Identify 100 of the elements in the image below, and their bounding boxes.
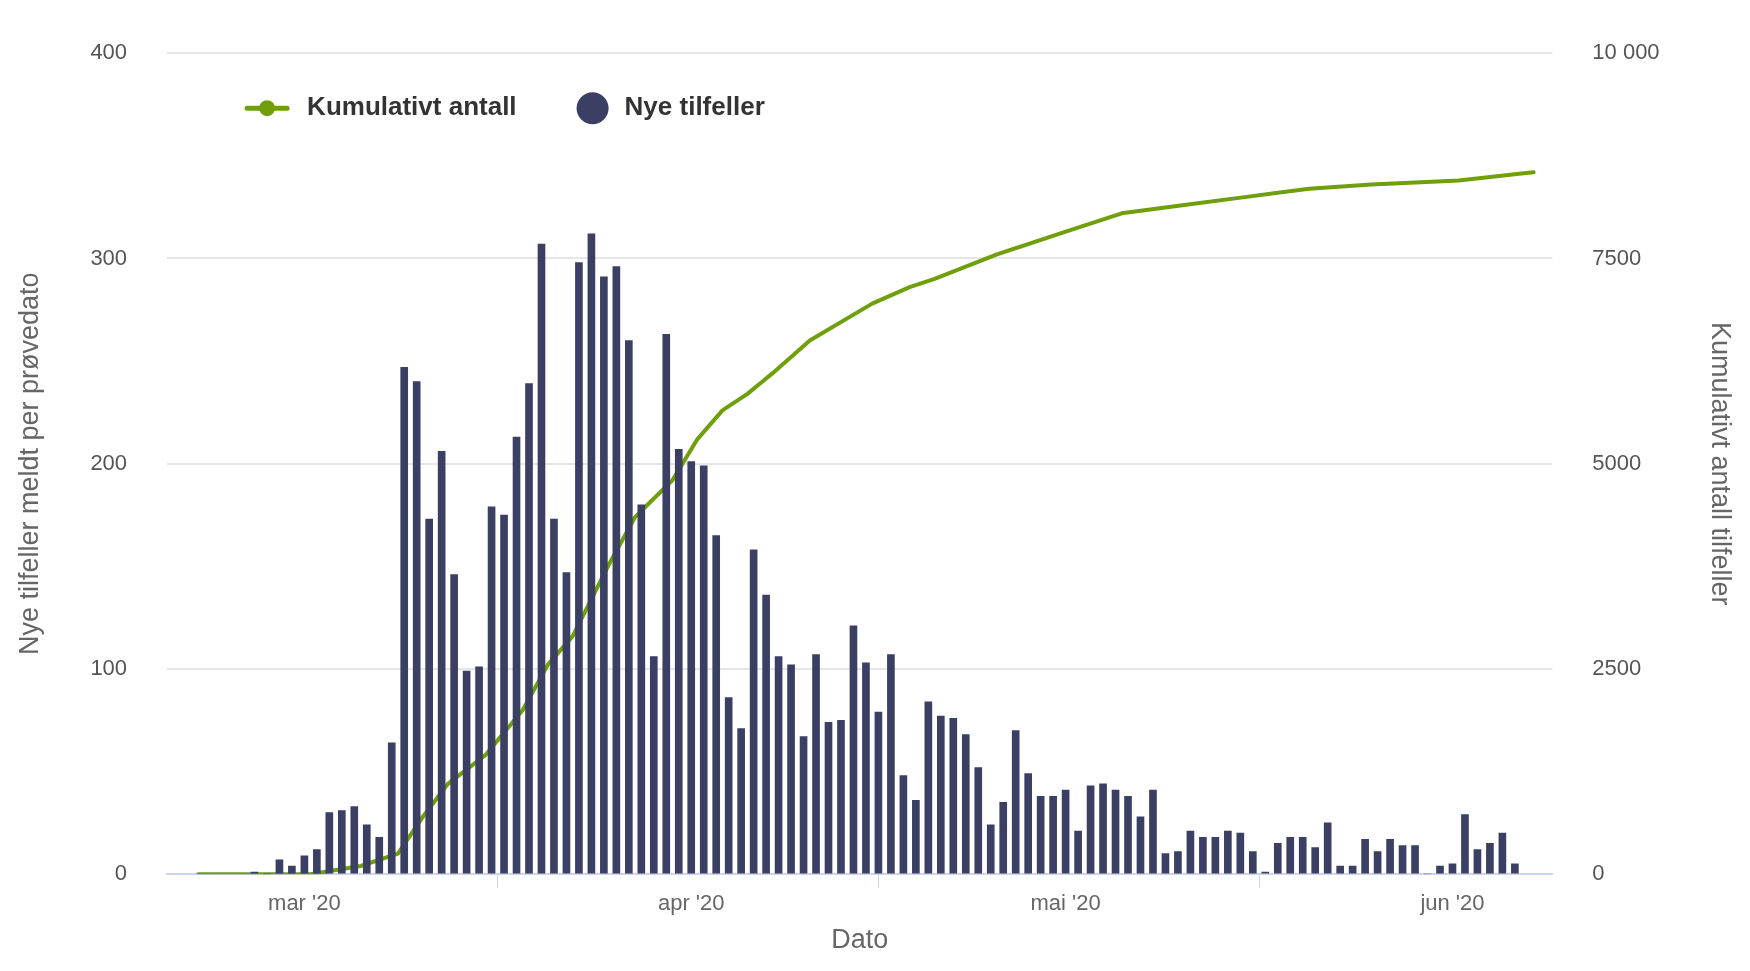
bar [1236,832,1245,874]
bar [400,366,409,874]
bar [1348,865,1357,874]
bar [1161,853,1170,874]
bar [986,824,995,874]
bar [949,717,958,874]
bar [612,266,621,874]
bar [899,775,908,874]
bar [300,855,309,874]
bar [475,666,483,874]
bar [525,383,533,874]
bar [1486,843,1494,874]
bar [1174,851,1182,874]
bar [1511,863,1519,874]
bar [724,697,733,874]
bar [961,734,970,874]
bar [1211,836,1220,874]
bar [887,654,895,874]
bar [687,461,696,874]
bar [1461,814,1469,874]
bar [1498,832,1507,874]
bar [1224,830,1232,874]
x-tick-label: apr '20 [657,890,725,916]
bar [1436,865,1444,874]
bar [737,728,745,874]
bar [1248,851,1257,874]
y2-tick-label: 7500 [1592,244,1642,270]
bar [1199,836,1207,874]
bar [512,436,521,874]
bar [275,859,284,874]
y-axis-title: Nye tilfeller meldt per prøvedato [13,272,44,656]
bar [749,549,758,874]
x-tick-label: mai '20 [1030,890,1101,916]
bar [912,799,920,874]
bar [787,664,795,874]
bar [537,243,546,874]
bar [812,654,820,874]
bar [1361,838,1369,874]
bar [1411,845,1419,874]
bar [799,736,808,874]
legend-label: Kumulativt antall [307,91,517,122]
bar [437,451,446,874]
bar [924,701,933,874]
bar [936,715,945,874]
bar [674,449,683,874]
x-axis-title: Dato [831,924,889,955]
bar [288,865,296,874]
bar [637,504,646,874]
bar [999,802,1008,874]
bar [837,719,845,874]
bar [313,849,321,874]
bar [762,594,770,874]
bar [862,662,870,874]
bar [412,381,421,874]
bar [1336,865,1344,874]
bar [1074,830,1082,874]
bar [1398,845,1407,874]
bar [575,262,583,874]
bar [600,276,608,874]
y-tick-label: 0 [114,860,128,886]
bar [1273,843,1282,874]
bar [550,518,558,874]
x-tick-label: jun '20 [1419,890,1485,916]
bar [699,465,708,874]
bar [1298,836,1307,874]
x-tick-label: mar '20 [268,890,341,916]
bar [874,711,883,874]
bar [462,670,471,874]
bar [1386,838,1394,874]
y-tick-label: 200 [90,449,128,475]
bar [625,340,633,874]
bar [662,334,671,874]
bar [1099,783,1107,874]
bar [1036,795,1045,874]
y2-tick-label: 5000 [1592,449,1642,475]
bar [1136,816,1145,874]
bar [1373,851,1382,874]
bar [375,836,384,874]
legend-label: Nye tilfeller [624,91,765,122]
bar [974,767,983,874]
bar [487,506,496,874]
y2-tick-label: 0 [1592,860,1605,886]
y2-axis-title: Kumulativt antall tilfeller [1706,321,1737,606]
bar [425,518,433,874]
bar [325,812,334,874]
bar [1186,830,1195,874]
bar [1011,730,1020,874]
bar [587,233,596,874]
bar [450,574,458,874]
y-tick-label: 100 [90,655,128,681]
bar [1024,773,1033,874]
bar [1124,795,1132,874]
bar [387,742,396,874]
y-tick-label: 400 [90,39,128,65]
bar [337,810,346,874]
bar [1061,789,1070,874]
bar [824,721,833,874]
bar [1286,836,1295,874]
y-tick-label: 300 [90,244,128,270]
bar [1311,847,1320,874]
